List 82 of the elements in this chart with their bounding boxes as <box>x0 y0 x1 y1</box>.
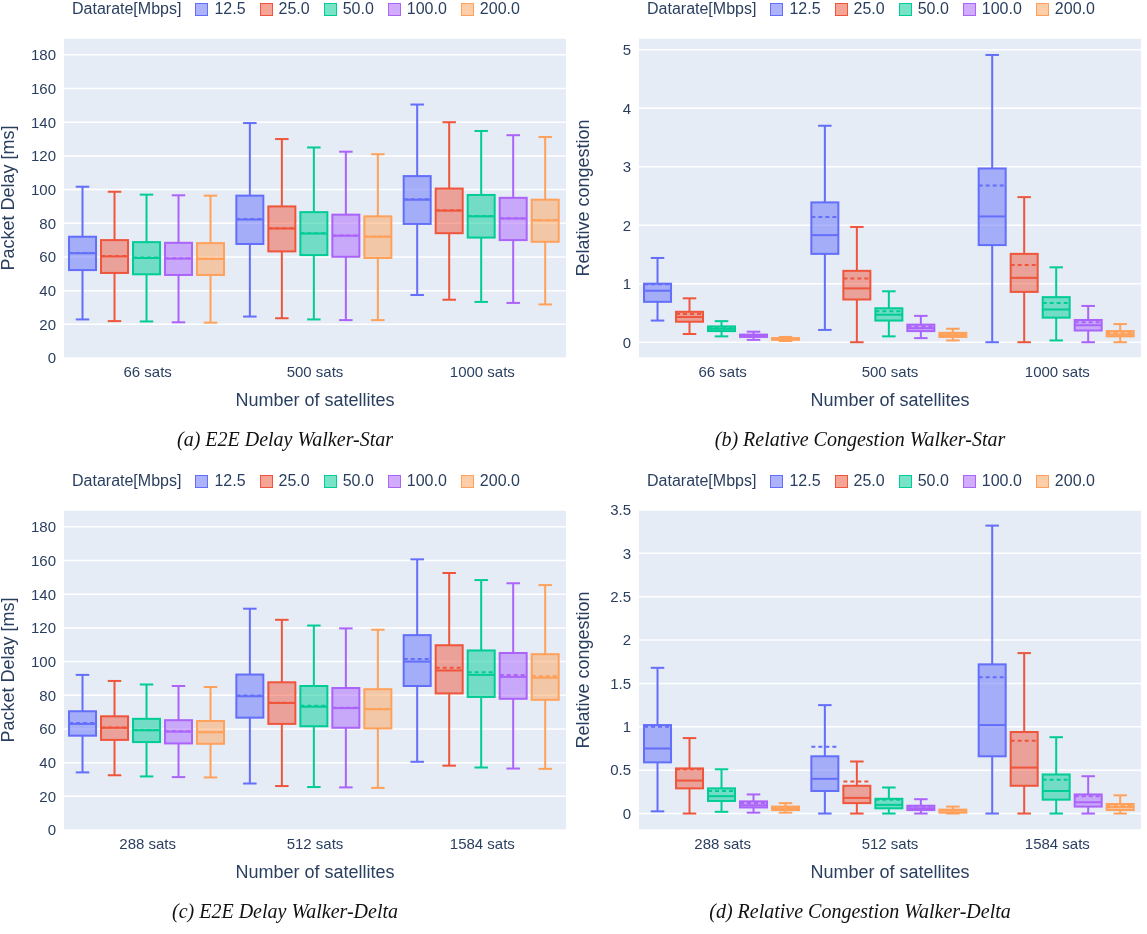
y-tick-label: 100 <box>30 652 56 670</box>
x-axis-title: Number of satellites <box>810 390 970 410</box>
legend-label: 25.0 <box>853 472 885 490</box>
legend-label: 25.0 <box>278 472 310 490</box>
y-tick-label: 1.5 <box>610 674 631 692</box>
legend-title: Datarate[Mbps] <box>72 0 182 18</box>
x-tick-label: 500 sats <box>861 362 919 380</box>
y-tick-label: 40 <box>39 281 56 299</box>
y-axis-title: Relative congestion <box>573 591 594 749</box>
text: (c) E2E Delay Walker-Delta <box>171 900 399 923</box>
text: (a) E2E Delay Walker-Star <box>176 428 394 451</box>
legend-label: 25.0 <box>853 0 885 18</box>
legend-label: 12.5 <box>789 0 821 18</box>
y-tick-label: 20 <box>39 315 56 333</box>
legend-label: 100.0 <box>406 472 447 490</box>
y-axis-title: Packet Delay [ms] <box>0 597 19 743</box>
y-tick-label: 2 <box>622 216 631 234</box>
y-tick-label: 0.5 <box>610 761 631 779</box>
y-tick-label: 2.5 <box>610 588 631 606</box>
y-tick-label: 0 <box>622 333 631 351</box>
legend-label: 200.0 <box>1054 472 1095 490</box>
text: (d) Relative Congestion Walker-Delta <box>708 900 1012 923</box>
x-tick-label: 500 sats <box>286 362 344 380</box>
x-axis-title: Number of satellites <box>235 862 395 882</box>
x-tick-label: 1584 sats <box>449 834 515 852</box>
y-tick-label: 160 <box>30 79 56 97</box>
legend-label: 200.0 <box>1054 0 1095 18</box>
y-tick-label: 1 <box>622 718 631 736</box>
y-tick-label: 0 <box>47 349 56 367</box>
x-tick-label: 1584 sats <box>1024 834 1090 852</box>
y-tick-label: 1 <box>622 275 631 293</box>
y-tick-label: 0 <box>47 821 56 839</box>
x-axis-title: Number of satellites <box>810 862 970 882</box>
legend-label: 50.0 <box>917 472 949 490</box>
x-tick-label: 1000 sats <box>449 362 515 380</box>
legend-label: 50.0 <box>342 0 374 18</box>
x-tick-label: 1000 sats <box>1024 362 1090 380</box>
y-tick-label: 60 <box>39 720 56 738</box>
x-tick-label: 512 sats <box>861 834 919 852</box>
legend-label: 50.0 <box>342 472 374 490</box>
y-tick-label: 120 <box>30 147 56 165</box>
y-tick-label: 140 <box>30 585 56 603</box>
y-tick-label: 180 <box>30 518 56 536</box>
legend-label: 200.0 <box>479 0 520 18</box>
y-tick-label: 3 <box>622 544 631 562</box>
y-axis-title: Relative congestion <box>573 119 594 277</box>
y-tick-label: 2 <box>622 631 631 649</box>
y-tick-label: 4 <box>622 99 631 117</box>
legend-label: 200.0 <box>479 472 520 490</box>
legend-label: 12.5 <box>214 0 246 18</box>
legend-label: 12.5 <box>789 472 821 490</box>
x-tick-label: 66 sats <box>123 362 172 380</box>
legend-label: 12.5 <box>214 472 246 490</box>
legend-label: 50.0 <box>917 0 949 18</box>
y-tick-label: 80 <box>39 686 56 704</box>
y-tick-label: 20 <box>39 787 56 805</box>
x-tick-label: 288 sats <box>694 834 752 852</box>
y-tick-label: 120 <box>30 619 56 637</box>
y-tick-label: 3 <box>622 158 631 176</box>
x-tick-label: 288 sats <box>119 834 177 852</box>
y-tick-label: 80 <box>39 214 56 232</box>
legend-label: 25.0 <box>278 0 310 18</box>
y-axis-title: Packet Delay [ms] <box>0 125 19 271</box>
x-axis-title: Number of satellites <box>235 390 395 410</box>
legend-title: Datarate[Mbps] <box>647 472 757 490</box>
legend-title: Datarate[Mbps] <box>72 472 182 490</box>
y-tick-label: 0 <box>622 804 631 822</box>
legend-label: 100.0 <box>981 0 1022 18</box>
y-tick-label: 40 <box>39 753 56 771</box>
legend-title: Datarate[Mbps] <box>647 0 757 18</box>
y-tick-label: 3.5 <box>610 501 631 519</box>
text: (b) Relative Congestion Walker-Star <box>713 428 1007 451</box>
y-tick-label: 100 <box>30 180 56 198</box>
y-tick-label: 160 <box>30 551 56 569</box>
x-tick-label: 66 sats <box>698 362 747 380</box>
legend-label: 100.0 <box>981 472 1022 490</box>
y-tick-label: 60 <box>39 248 56 266</box>
legend-label: 100.0 <box>406 0 447 18</box>
y-tick-label: 180 <box>30 46 56 64</box>
y-tick-label: 140 <box>30 113 56 131</box>
y-tick-label: 5 <box>622 41 631 59</box>
x-tick-label: 512 sats <box>286 834 344 852</box>
